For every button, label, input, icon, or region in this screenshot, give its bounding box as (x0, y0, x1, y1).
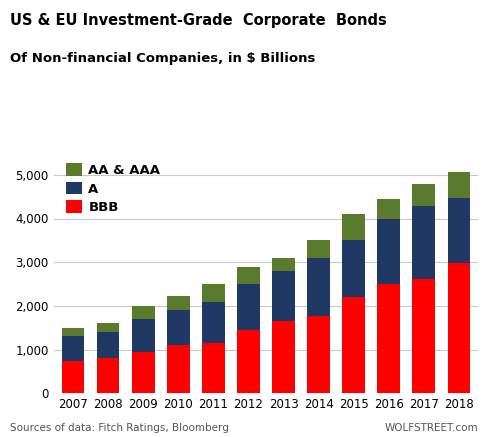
Bar (447, 171, 470, 198)
Bar (97, 323, 120, 332)
Bar (167, 310, 190, 345)
Bar (237, 284, 260, 330)
Text: Of Non-financial Companies, in $ Billions: Of Non-financial Companies, in $ Billion… (10, 52, 315, 66)
Bar (167, 296, 190, 310)
Bar (61, 361, 84, 393)
Bar (412, 206, 435, 279)
Bar (447, 263, 470, 393)
Bar (202, 302, 225, 343)
Bar (447, 198, 470, 263)
Bar (272, 258, 295, 271)
Bar (307, 258, 330, 316)
Bar (377, 284, 400, 393)
Bar (61, 328, 84, 336)
Bar (342, 297, 365, 393)
Bar (237, 267, 260, 284)
Bar (132, 352, 155, 393)
Bar (61, 336, 84, 361)
Bar (167, 345, 190, 393)
Bar (377, 218, 400, 284)
Legend: AA & AAA, A, BBB: AA & AAA, A, BBB (64, 162, 162, 215)
Bar (272, 321, 295, 393)
Bar (132, 306, 155, 319)
Bar (132, 319, 155, 352)
Bar (342, 214, 365, 240)
Bar (202, 284, 225, 302)
Bar (97, 332, 120, 358)
Bar (97, 358, 120, 393)
Text: WOLFSTREET.com: WOLFSTREET.com (385, 423, 478, 433)
Bar (342, 240, 365, 297)
Text: Sources of data: Fitch Ratings, Bloomberg: Sources of data: Fitch Ratings, Bloomber… (10, 423, 229, 433)
Bar (307, 316, 330, 393)
Bar (412, 184, 435, 206)
Bar (272, 271, 295, 321)
Bar (307, 240, 330, 258)
Bar (202, 343, 225, 393)
Bar (377, 199, 400, 218)
Bar (237, 330, 260, 393)
Bar (412, 279, 435, 393)
Text: US & EU Investment-Grade  Corporate  Bonds: US & EU Investment-Grade Corporate Bonds (10, 13, 386, 28)
